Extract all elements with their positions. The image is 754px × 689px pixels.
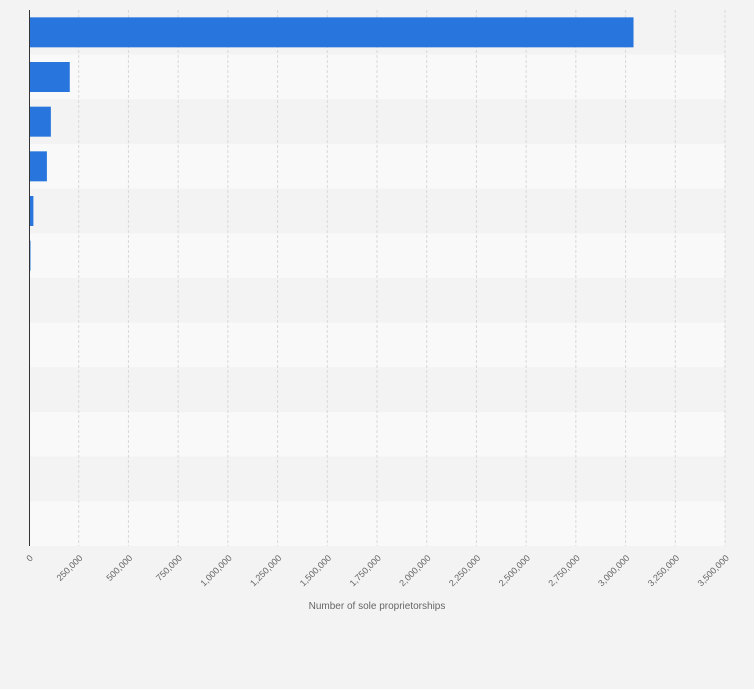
x-tick-label: 1,000,000 xyxy=(198,553,233,588)
x-tick-label: 2,250,000 xyxy=(447,553,482,588)
bar xyxy=(29,106,51,137)
x-tick-label: 1,750,000 xyxy=(348,553,383,588)
x-tick-label: 750,000 xyxy=(154,553,184,583)
x-tick-label: 2,500,000 xyxy=(497,553,532,588)
x-tick-label: 3,500,000 xyxy=(696,553,731,588)
bar xyxy=(29,151,47,182)
x-tick-label: 2,000,000 xyxy=(397,553,432,588)
x-tick-label: 0 xyxy=(24,553,35,564)
x-tick-label: 500,000 xyxy=(104,553,134,583)
gridlines xyxy=(78,10,726,546)
row-band xyxy=(29,412,725,457)
x-axis-title: Number of sole proprietorships xyxy=(309,601,446,612)
bars xyxy=(29,17,634,271)
bar xyxy=(29,62,70,92)
row-band xyxy=(29,367,725,412)
row-band xyxy=(29,456,725,502)
bar xyxy=(29,196,34,226)
x-tick-label: 3,250,000 xyxy=(646,553,681,588)
x-tick-label: 2,750,000 xyxy=(546,553,581,588)
bar xyxy=(29,17,634,48)
x-tick-labels: 0 250,000 500,000 750,000 1,000,000 1,250,000… xyxy=(24,553,731,588)
x-tick-label: 250,000 xyxy=(55,553,85,583)
row-band xyxy=(29,501,725,546)
x-tick-label: 1,250,000 xyxy=(248,553,283,588)
x-tick-label: 1,500,000 xyxy=(298,553,333,588)
x-tick-label: 3,000,000 xyxy=(596,553,631,588)
